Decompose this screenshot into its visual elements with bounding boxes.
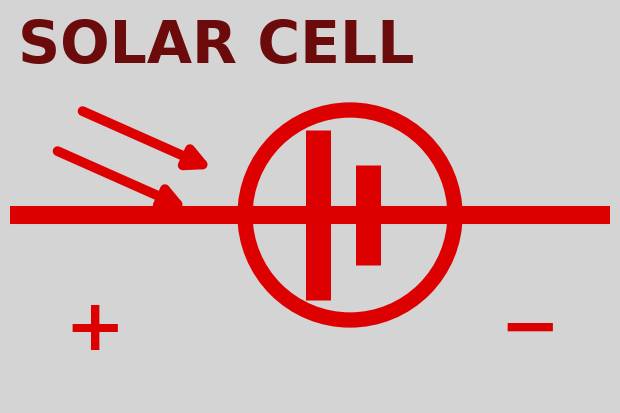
Text: +: +: [64, 295, 125, 365]
Text: SOLAR CELL: SOLAR CELL: [18, 18, 415, 75]
Text: −: −: [500, 295, 560, 365]
